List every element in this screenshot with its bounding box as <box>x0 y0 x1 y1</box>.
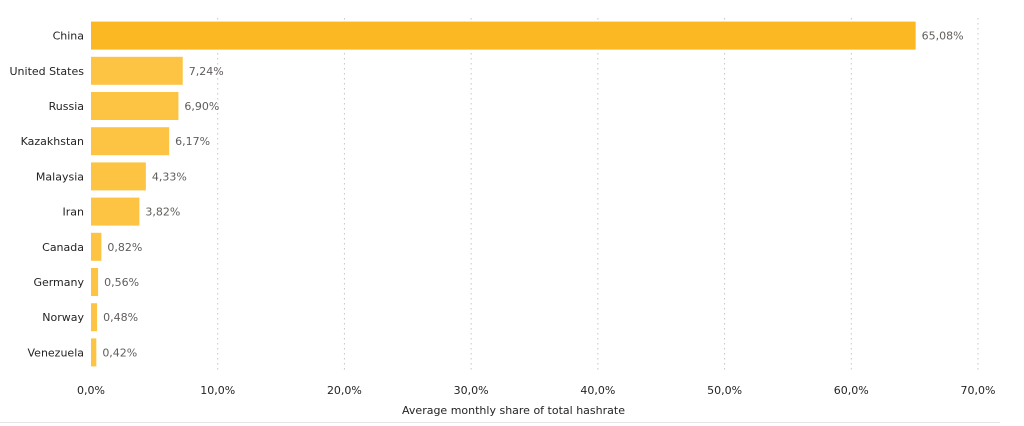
bar-canada <box>91 232 102 261</box>
category-label: Iran <box>63 206 85 219</box>
x-tick-label: 40,0% <box>580 384 615 397</box>
bar-malaysia <box>91 162 146 191</box>
x-tick-label: 30,0% <box>454 384 489 397</box>
bottom-divider <box>0 422 1000 423</box>
x-tick-label: 20,0% <box>327 384 362 397</box>
data-label: 0,48% <box>103 311 138 324</box>
category-label: Russia <box>49 100 84 113</box>
category-labels: China United States Russia Kazakhstan Malays… <box>10 30 85 360</box>
gridlines <box>217 18 979 370</box>
data-label: 7,24% <box>189 65 224 78</box>
category-label: United States <box>10 65 85 78</box>
data-label: 0,82% <box>107 241 142 254</box>
data-label: 3,82% <box>145 206 180 219</box>
data-label: 6,90% <box>184 100 219 113</box>
data-labels: 65,08% 7,24% 6,90% 6,17% 4,33% 3,82% 0,82% 0,56… <box>102 30 963 360</box>
data-label: 0,56% <box>104 276 139 289</box>
bar-iran <box>91 197 140 226</box>
x-tick-label: 70,0% <box>961 384 996 397</box>
x-tick-label: 50,0% <box>707 384 742 397</box>
category-label: Malaysia <box>36 170 84 183</box>
x-tick-label: 60,0% <box>834 384 869 397</box>
bar-norway <box>91 303 98 332</box>
x-tick-label: 10,0% <box>200 384 235 397</box>
category-label: Kazakhstan <box>21 135 84 148</box>
category-label: China <box>53 30 84 43</box>
bar-united-states <box>91 56 183 85</box>
data-label: 0,42% <box>102 346 137 359</box>
x-axis-title: Average monthly share of total hashrate <box>402 404 625 417</box>
bars <box>91 21 916 367</box>
data-label: 65,08% <box>922 30 964 43</box>
category-label: Germany <box>33 276 84 289</box>
bar-russia <box>91 92 179 120</box>
category-label: Norway <box>42 311 84 324</box>
x-tick-label: 0,0% <box>77 384 105 397</box>
bar-china <box>91 21 916 50</box>
category-label: Venezuela <box>28 346 85 359</box>
bar-kazakhstan <box>91 127 170 156</box>
category-label: Canada <box>42 241 84 254</box>
data-label: 4,33% <box>152 170 187 183</box>
data-label: 6,17% <box>175 135 210 148</box>
x-tick-labels: 0,0% 10,0% 20,0% 30,0% 40,0% 50,0% 60,0% 70,0% <box>77 384 995 397</box>
bar-germany <box>91 268 99 296</box>
bar-venezuela <box>91 338 97 367</box>
